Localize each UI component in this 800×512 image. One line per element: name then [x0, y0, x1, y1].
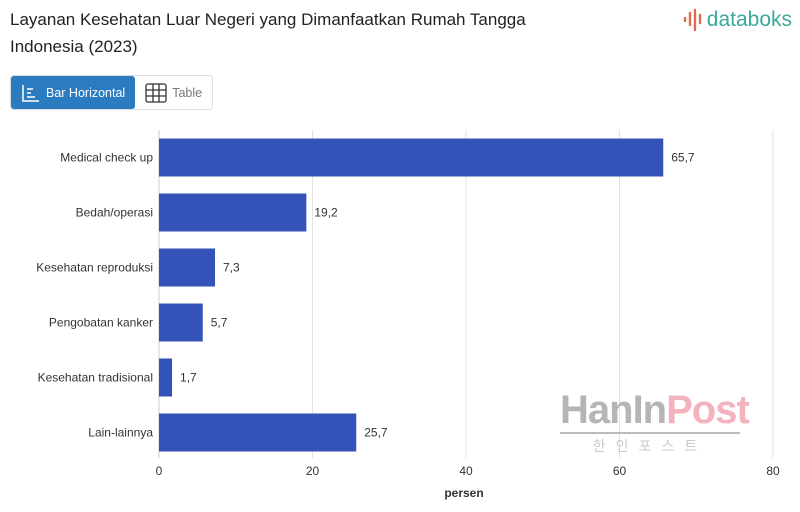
table-label: Table: [172, 85, 203, 100]
data-label: 7,3: [223, 261, 240, 275]
category-label: Kesehatan tradisional: [38, 371, 153, 385]
logo-text: databoks: [706, 8, 792, 31]
category-label: Medical check up: [60, 151, 153, 165]
bar: [159, 248, 216, 287]
data-label: 1,7: [180, 371, 197, 385]
data-label: 19,2: [314, 206, 338, 220]
category-label: Pengobatan kanker: [49, 316, 153, 330]
table-button[interactable]: Table: [135, 76, 212, 109]
logo-bars-icon: [683, 8, 701, 32]
bar: [159, 358, 173, 397]
hanin-post-watermark: HanInPost 한인포스트: [560, 388, 750, 456]
x-tick-label: 80: [766, 464, 780, 478]
x-axis-title: persen: [444, 486, 483, 500]
bar: [159, 193, 307, 232]
data-label: 65,7: [671, 151, 695, 165]
table-icon: [145, 82, 167, 103]
bar: [159, 413, 357, 452]
x-tick-label: 20: [306, 464, 320, 478]
bar-chart-icon: [22, 84, 39, 102]
x-tick-label: 60: [613, 464, 627, 478]
category-label: Lain-lainnya: [88, 426, 153, 440]
category-label: Bedah/operasi: [76, 206, 153, 220]
data-label: 5,7: [211, 316, 228, 330]
databoks-logo: databoks: [682, 8, 792, 32]
bar-horizontal-button[interactable]: Bar Horizontal: [11, 76, 136, 109]
data-label: 25,7: [364, 426, 388, 440]
chart-title: Layanan Kesehatan Luar Negeri yang Diman…: [10, 10, 526, 56]
bar: [159, 303, 203, 342]
watermark-part1: HanIn: [560, 388, 667, 432]
bar: [159, 138, 664, 177]
x-tick-label: 0: [156, 464, 163, 478]
watermark-korean: 한인포스트: [592, 438, 708, 454]
watermark-part2: Post: [666, 388, 750, 432]
bar-horizontal-label: Bar Horizontal: [46, 85, 126, 100]
x-tick-label: 40: [459, 464, 473, 478]
view-toggle: Bar Horizontal Table: [10, 75, 214, 110]
category-label: Kesehatan reproduksi: [36, 261, 153, 275]
